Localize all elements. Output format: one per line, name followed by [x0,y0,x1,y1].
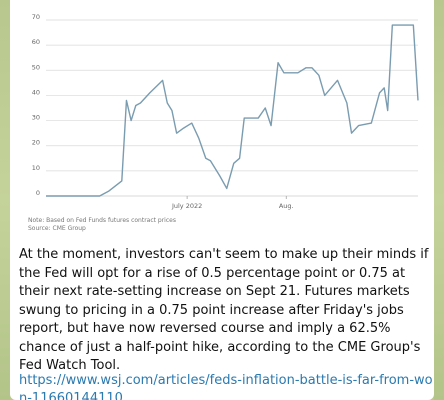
y-tick-label: 20 [32,139,40,147]
y-tick-label: 0 [36,189,40,197]
y-tick-label: 50 [32,63,40,71]
x-tick-label: July 2022 [171,202,202,210]
series-layer [46,24,419,197]
y-axis-ticks: 0 10 20 30 40 50 60 70 [32,13,40,197]
article-link[interactable]: https://www.wsj.com/articles/feds-inflat… [19,373,433,400]
series-line-0 [46,24,419,197]
y-tick-label: 70 [32,13,40,21]
message-text: At the moment, investors can't seem to m… [19,247,429,373]
y-tick-label: 10 [32,164,40,172]
chart-source: Source: CME Group [28,225,86,232]
line-chart: 0 10 20 30 40 50 60 70 July 2022 Aug. [32,13,419,210]
y-tick-label: 40 [32,88,40,96]
background-wallpaper-right [434,0,444,400]
y-tick-label: 30 [32,114,40,122]
y-tick-label: 60 [32,38,40,46]
background-wallpaper-left [0,0,10,400]
chart-note: Note: Based on Fed Funds futures contrac… [28,217,176,224]
chart-image[interactable]: 0 10 20 30 40 50 60 70 July 2022 Aug. Note: Base… [14,0,430,240]
message-bubble: 0 10 20 30 40 50 60 70 July 2022 Aug. Note: Base… [10,0,434,400]
x-axis-ticks: July 2022 Aug. [171,196,294,210]
x-tick-label: Aug. [279,202,294,210]
grid-lines [46,19,418,197]
